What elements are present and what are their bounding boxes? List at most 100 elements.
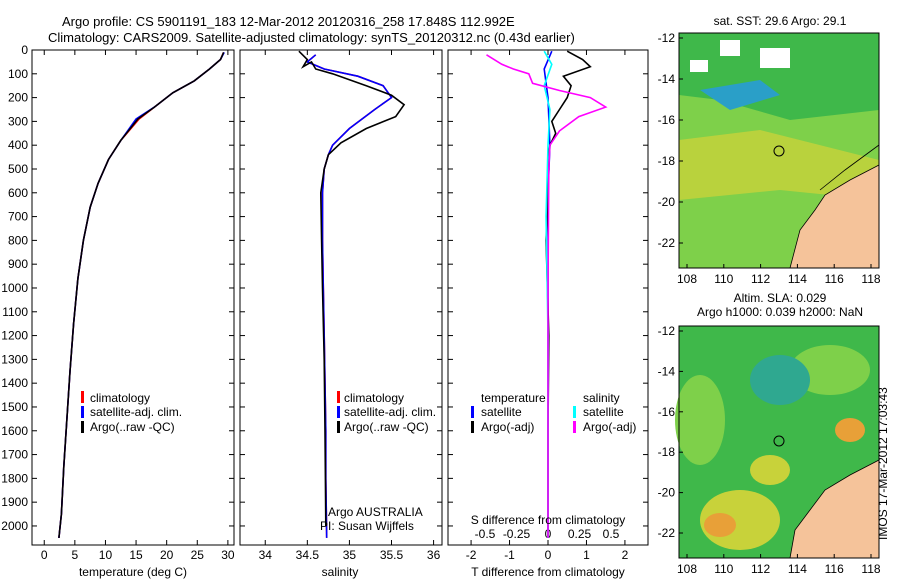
map-x-tick-label: 110	[714, 272, 733, 286]
legend-label-satellite: satellite-adj. clim.	[90, 405, 182, 419]
x-tick-label-s: 0.25	[568, 527, 592, 541]
x-tick-label: 35	[343, 548, 357, 562]
map-x-tick-label: 112	[751, 562, 770, 576]
map-x-tick-label: 110	[714, 562, 733, 576]
difference-legend-salinity: salinity satellite Argo(-adj)	[573, 391, 636, 434]
x-tick-label: 36	[427, 548, 441, 562]
salinity-axes	[239, 49, 443, 546]
y-tick-label: 1300	[1, 352, 28, 366]
map-y-tick-label: -16	[658, 405, 676, 419]
y-tick-label: 400	[8, 138, 28, 152]
x-tick-label: 34.5	[296, 548, 320, 562]
sla-map-frame	[678, 325, 880, 559]
x-tick-label: -2	[466, 548, 477, 562]
y-tick-label: 0	[21, 43, 28, 57]
difference-xlabel-t: T difference from climatology	[471, 565, 625, 579]
x-tick-label: 1	[583, 548, 590, 562]
y-tick-label: 1800	[1, 471, 28, 485]
y-tick-label: 600	[8, 186, 28, 200]
map-x-tick-label: 118	[861, 272, 880, 286]
map-y-tick-label: -12	[658, 31, 676, 45]
map-x-tick-label: 116	[825, 272, 844, 286]
y-tick-label: 800	[8, 233, 28, 247]
temperature-legend: climatology satellite-adj. clim. Argo(..…	[81, 391, 182, 434]
y-tick-label: 100	[8, 67, 28, 81]
sst-map-cloud-gap	[720, 40, 740, 56]
x-tick-label-s: -0.5	[475, 527, 496, 541]
x-tick-label: 30	[221, 548, 235, 562]
series-line-argo-raw-qc-	[298, 50, 406, 527]
sst-map-frame	[678, 32, 880, 269]
temperature-panel: 0100200300400500600700800900100011001200…	[1, 43, 235, 579]
sla-map-title-1: Altim. SLA: 0.029	[734, 291, 827, 305]
salinity-legend: climatology satellite-adj. clim. Argo(..…	[337, 391, 436, 434]
y-tick-label: 1100	[2, 305, 28, 319]
series-line-salinity-argo-adj-	[486, 54, 608, 538]
legend-swatch-satellite	[337, 406, 340, 418]
sst-map-argo-marker	[773, 145, 785, 157]
legend-title-salinity: salinity	[583, 391, 620, 405]
title-line-2: Climatology: CARS2009. Satellite-adjuste…	[48, 30, 575, 45]
x-tick-label-s: -0.25	[503, 527, 531, 541]
legend-swatch-climatology	[337, 391, 340, 403]
map-x-tick-label: 116	[825, 562, 844, 576]
legend-label-s-satellite: satellite	[583, 405, 624, 419]
sst-map-title: sat. SST: 29.6 Argo: 29.1	[714, 14, 847, 28]
sla-map-panel: Altim. SLA: 0.029 Argo h1000: 0.039 h200…	[658, 291, 881, 576]
sst-map-cloud-gap	[690, 60, 708, 72]
y-tick-label: 1600	[1, 424, 28, 438]
y-tick-label: 500	[8, 162, 28, 176]
sla-map-argo-marker	[773, 435, 785, 447]
title-line-1: Argo profile: CS 5901191_183 12-Mar-2012…	[62, 14, 515, 29]
legend-swatch-climatology	[81, 391, 84, 403]
legend-label-argo: Argo(..raw -QC)	[344, 420, 429, 434]
sla-map-region	[790, 345, 870, 395]
y-tick-label: 1900	[1, 495, 28, 509]
y-tick-label: 1500	[1, 400, 28, 414]
legend-title-temperature: temperature	[481, 391, 546, 405]
salinity-xlabel: salinity	[322, 565, 359, 579]
legend-swatch-argo	[337, 421, 340, 433]
map-y-tick-label: -16	[658, 113, 676, 127]
legend-swatch-satellite	[81, 406, 84, 418]
sst-map-panel: sat. SST: 29.6 Argo: 29.1 -12 -14 -16 -18 -2…	[658, 14, 881, 286]
x-tick-label: 2	[622, 548, 629, 562]
sla-map-region	[750, 355, 810, 405]
map-y-tick-label: -14	[658, 364, 676, 378]
map-y-tick-label: -12	[658, 324, 676, 338]
y-tick-label: 1700	[1, 448, 28, 462]
salinity-panel: 34 34.5 35 35.5 36 salinity climatology sate…	[239, 49, 443, 579]
x-tick-label: 10	[99, 548, 113, 562]
x-tick-label: 0	[41, 548, 48, 562]
y-tick-label: 200	[8, 91, 28, 105]
x-tick-label: 20	[160, 548, 174, 562]
map-y-tick-label: -18	[658, 445, 676, 459]
map-y-tick-label: -14	[658, 72, 676, 86]
sst-map-coastline	[819, 144, 880, 191]
temperature-axes	[31, 49, 235, 546]
sla-map-region	[835, 418, 865, 442]
y-tick-label: 300	[8, 114, 28, 128]
x-tick-label: 15	[129, 548, 143, 562]
y-tick-label: 900	[8, 257, 28, 271]
map-x-tick-label: 108	[677, 272, 697, 286]
legend-label-climatology: climatology	[344, 391, 404, 405]
sla-map-region	[750, 455, 790, 485]
watermark: IMOS 17-Mar-2012 17:03:43	[876, 387, 890, 540]
annotation-pi: PI: Susan Wijffels	[320, 519, 414, 533]
legend-label-satellite: satellite-adj. clim.	[344, 405, 436, 419]
legend-label-t-argo: Argo(-adj)	[481, 420, 534, 434]
y-tick-label: 1200	[1, 329, 28, 343]
map-y-tick-label: -20	[658, 486, 676, 500]
difference-legend-temperature: temperature satellite Argo(-adj)	[471, 391, 546, 434]
x-tick-label: 34	[259, 548, 273, 562]
legend-swatch-t-argo	[471, 421, 474, 433]
sla-map-region	[675, 375, 725, 465]
map-x-tick-label: 114	[788, 272, 807, 286]
legend-label-argo: Argo(..raw -QC)	[90, 420, 175, 434]
map-x-tick-label: 112	[751, 272, 770, 286]
legend-label-s-argo: Argo(-adj)	[583, 420, 636, 434]
temperature-xlabel: temperature (deg C)	[79, 565, 187, 579]
y-tick-label: 1400	[1, 376, 28, 390]
map-x-tick-label: 108	[677, 562, 697, 576]
